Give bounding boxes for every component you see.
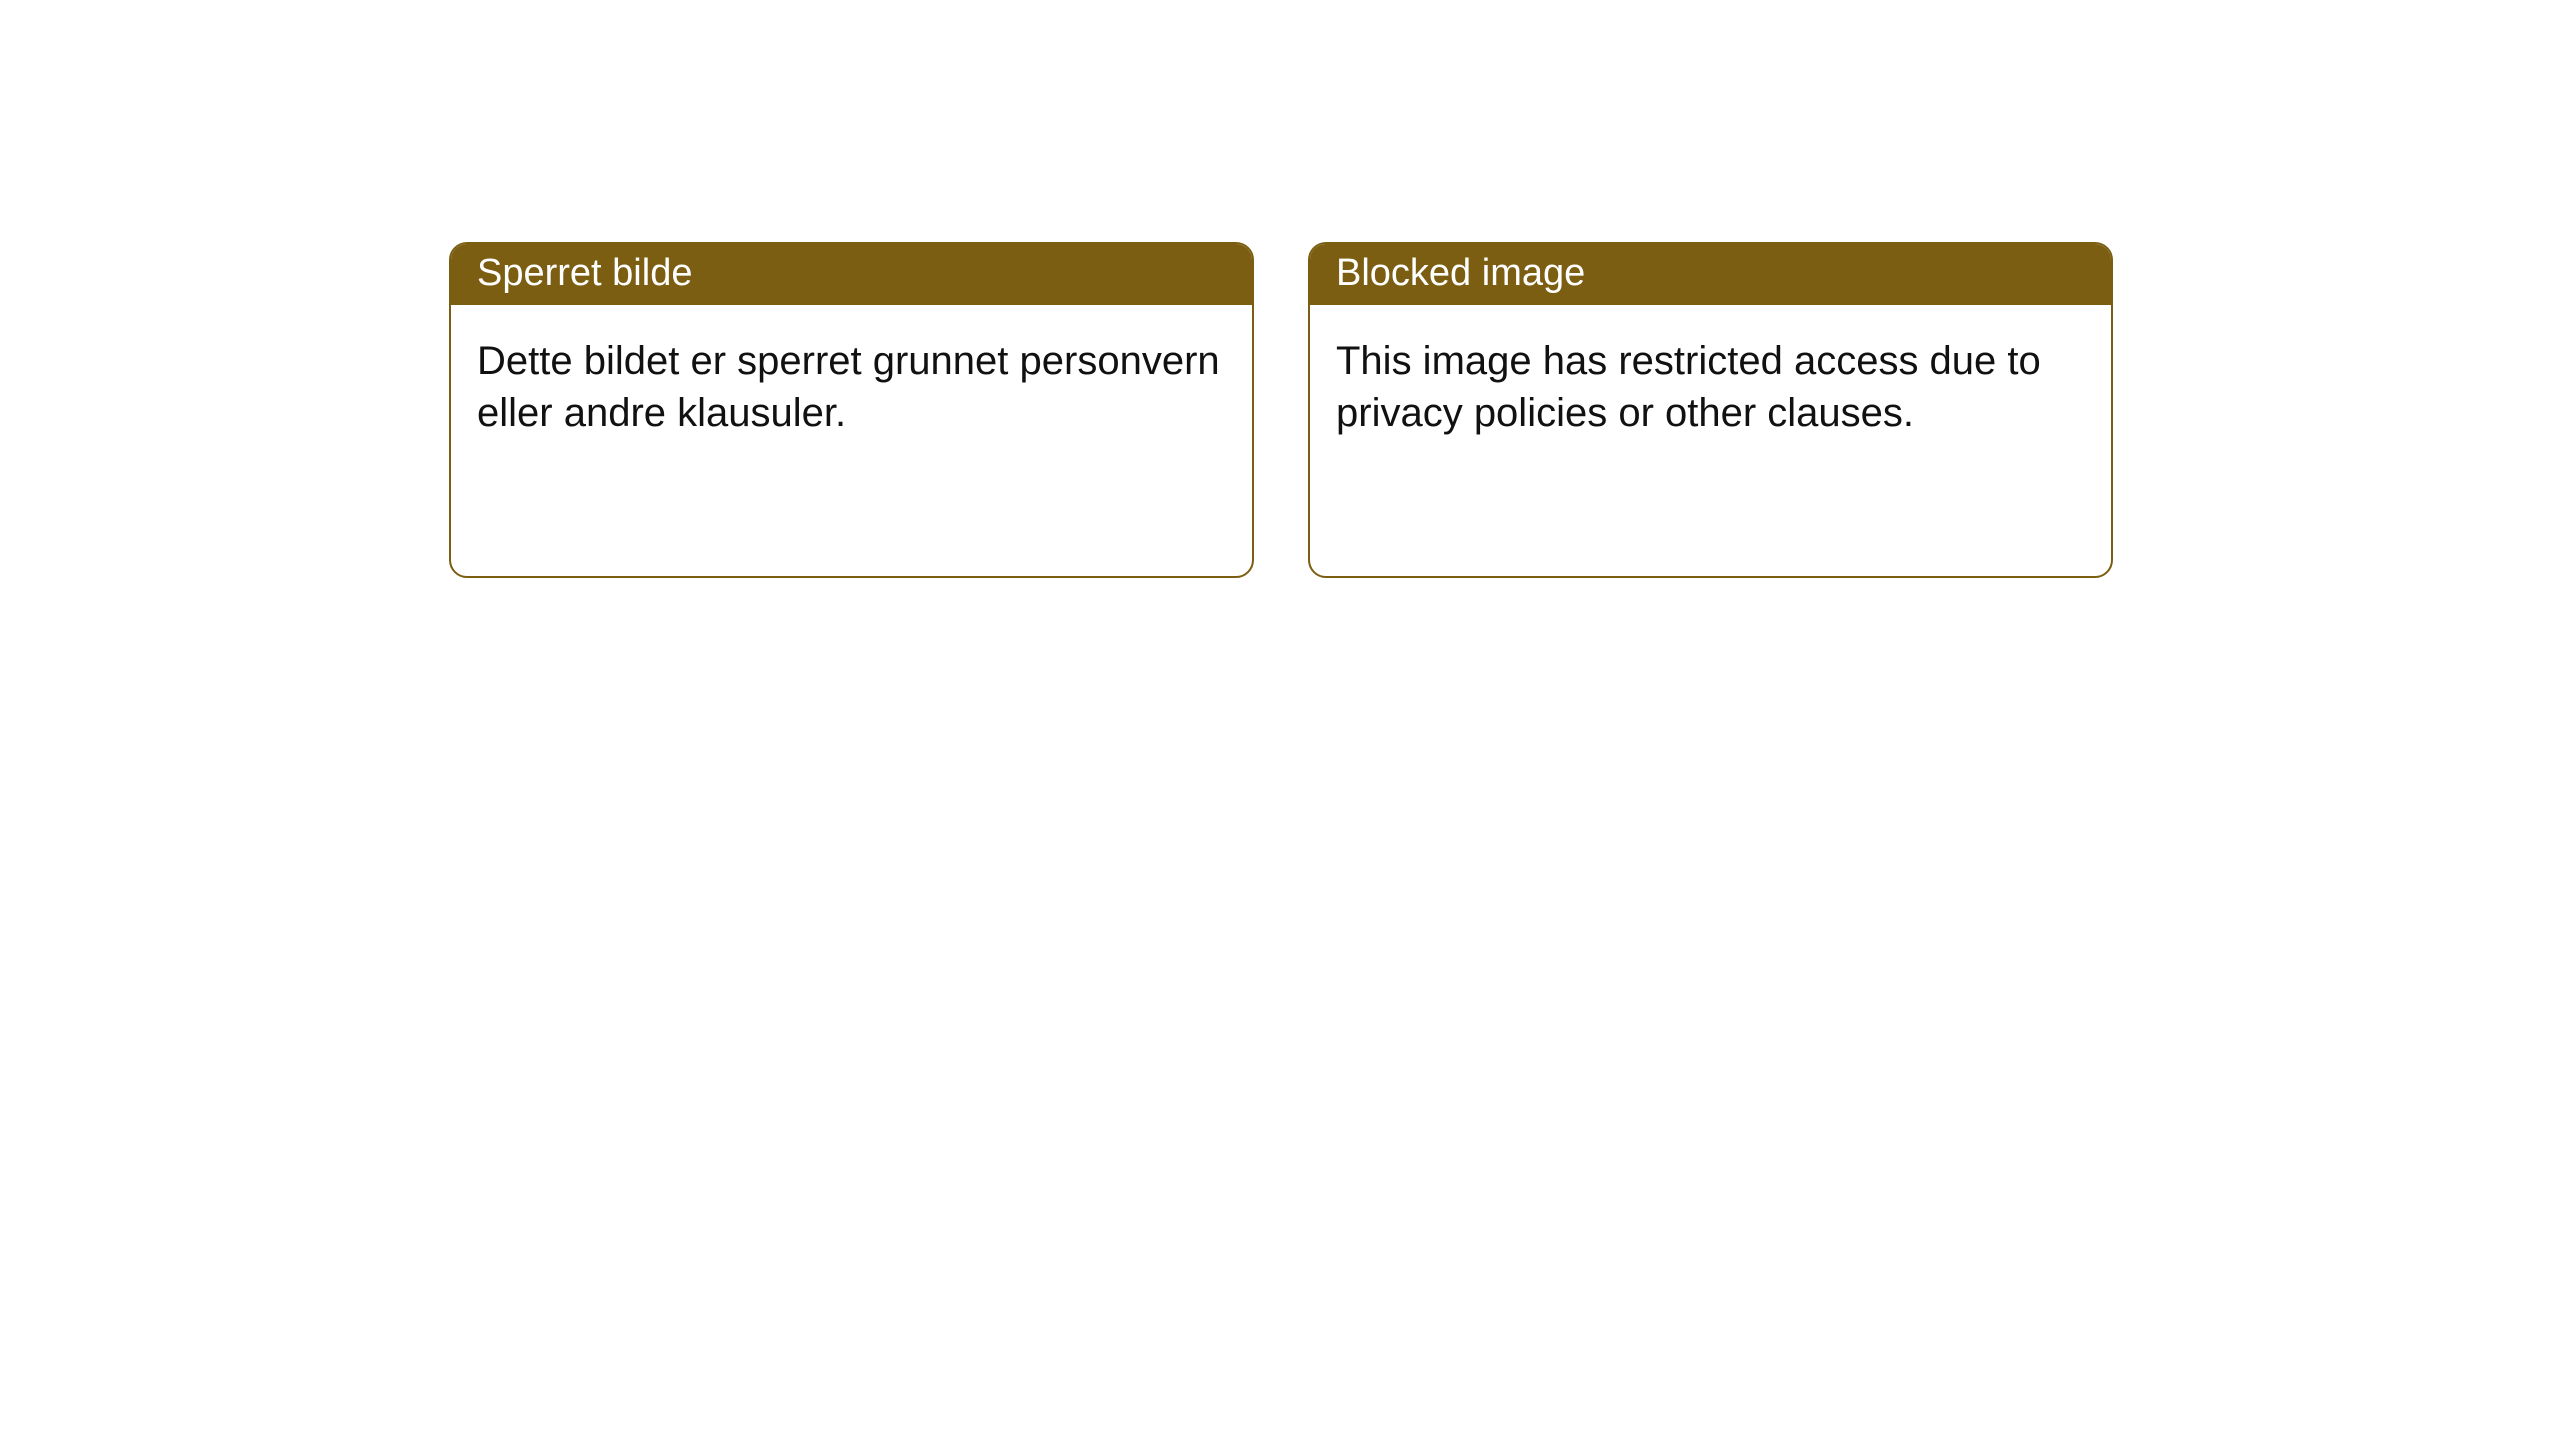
notice-body: Dette bildet er sperret grunnet personve…	[451, 305, 1252, 469]
notice-card-english: Blocked image This image has restricted …	[1308, 242, 2113, 578]
notice-header: Blocked image	[1310, 244, 2111, 305]
notice-header: Sperret bilde	[451, 244, 1252, 305]
notice-container: Sperret bilde Dette bildet er sperret gr…	[0, 0, 2560, 578]
notice-card-norwegian: Sperret bilde Dette bildet er sperret gr…	[449, 242, 1254, 578]
notice-body: This image has restricted access due to …	[1310, 305, 2111, 469]
